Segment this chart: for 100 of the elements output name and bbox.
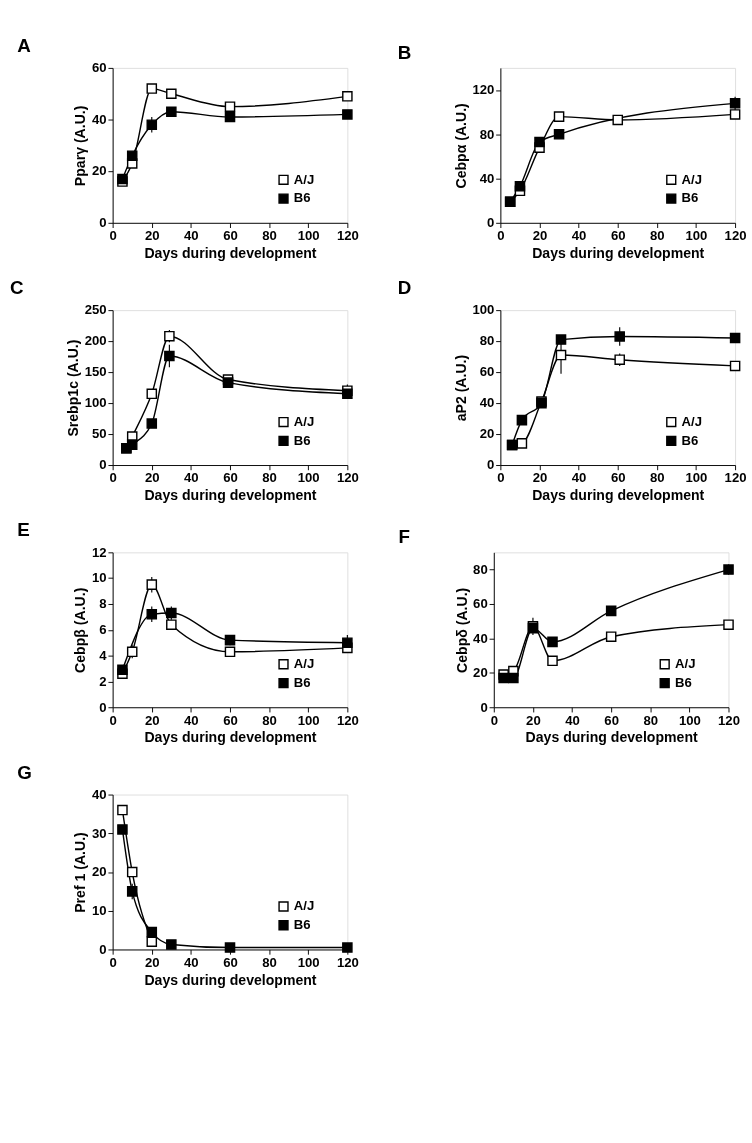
x-tick-label: 60 bbox=[223, 712, 238, 728]
legend-label: B6 bbox=[681, 190, 699, 206]
y-tick-label: 30 bbox=[91, 825, 107, 841]
x-axis-title: Days during development bbox=[525, 729, 698, 746]
x-tick-label: 20 bbox=[526, 712, 541, 728]
x-tick-label: 100 bbox=[297, 712, 320, 728]
y-tick-label: 100 bbox=[472, 302, 495, 318]
y-tick-label: 40 bbox=[91, 111, 107, 127]
legend-label: A/J bbox=[681, 171, 703, 187]
x-tick-label: 120 bbox=[724, 228, 747, 244]
x-tick-label: 20 bbox=[144, 228, 160, 244]
legend-label: A/J bbox=[293, 171, 315, 187]
legend-label: A/J bbox=[293, 413, 315, 429]
y-tick-label: 8 bbox=[99, 596, 107, 612]
chart-title: B bbox=[397, 41, 412, 63]
chart-title: C bbox=[9, 277, 24, 299]
y-tick-label: 50 bbox=[91, 426, 107, 442]
x-tick-label: 40 bbox=[184, 228, 199, 244]
y-tick-label: 40 bbox=[473, 630, 488, 646]
x-tick-label: 80 bbox=[262, 228, 277, 244]
x-axis-title: Days during development bbox=[144, 487, 317, 504]
x-tick-label: 100 bbox=[297, 954, 320, 970]
x-tick-label: 20 bbox=[144, 470, 160, 486]
chart-title: G bbox=[17, 761, 32, 783]
legend-label: B6 bbox=[681, 432, 699, 448]
y-tick-label: 60 bbox=[479, 364, 495, 380]
x-tick-label: 20 bbox=[144, 954, 160, 970]
x-tick-label: 60 bbox=[223, 228, 238, 244]
x-tick-label: 40 bbox=[184, 712, 199, 728]
x-tick-label: 80 bbox=[262, 954, 277, 970]
y-axis-title: Srebp1c (A.U.) bbox=[65, 339, 82, 437]
y-tick-label: 0 bbox=[486, 457, 495, 473]
x-axis-title: Days during development bbox=[532, 487, 705, 504]
legend-label: B6 bbox=[293, 674, 311, 690]
y-axis-title: Cebpα (A.U.) bbox=[452, 103, 469, 189]
legend-label: B6 bbox=[293, 917, 311, 933]
x-tick-label: 40 bbox=[571, 470, 587, 486]
y-axis-title: Pref 1 (A.U.) bbox=[72, 832, 89, 913]
y-tick-label: 12 bbox=[91, 544, 107, 560]
legend-label: A/J bbox=[293, 898, 315, 914]
y-tick-label: 6 bbox=[99, 622, 107, 638]
x-tick-label: 100 bbox=[297, 228, 320, 244]
x-tick-label: 120 bbox=[336, 954, 359, 970]
x-tick-label: 120 bbox=[724, 470, 747, 486]
y-axis-title: aP2 (A.U.) bbox=[452, 354, 469, 422]
x-axis-title: Days during development bbox=[144, 729, 317, 746]
y-tick-label: 120 bbox=[472, 82, 495, 98]
x-tick-label: 0 bbox=[109, 228, 117, 244]
x-axis-title: Days during development bbox=[144, 971, 317, 988]
x-tick-label: 60 bbox=[223, 470, 238, 486]
chart-title: D bbox=[397, 277, 412, 299]
x-tick-label: 40 bbox=[184, 470, 199, 486]
x-tick-label: 80 bbox=[262, 712, 277, 728]
chart-title: F bbox=[398, 525, 410, 547]
chart-title: E bbox=[17, 519, 30, 541]
y-tick-label: 100 bbox=[84, 395, 107, 411]
y-tick-label: 0 bbox=[99, 941, 107, 957]
y-tick-label: 0 bbox=[486, 215, 495, 231]
x-tick-label: 80 bbox=[650, 470, 665, 486]
x-tick-label: 80 bbox=[262, 470, 277, 486]
legend-label: B6 bbox=[293, 432, 311, 448]
x-tick-label: 60 bbox=[604, 712, 619, 728]
legend-label: A/J bbox=[293, 656, 315, 672]
x-tick-label: 60 bbox=[223, 954, 238, 970]
x-tick-label: 40 bbox=[565, 712, 580, 728]
x-tick-label: 100 bbox=[678, 712, 701, 728]
x-tick-label: 60 bbox=[610, 470, 626, 486]
y-tick-label: 0 bbox=[99, 215, 107, 231]
y-tick-label: 40 bbox=[479, 395, 495, 411]
legend-label: B6 bbox=[293, 190, 311, 206]
legend-label: A/J bbox=[675, 656, 696, 672]
y-axis-title: Cebpβ (A.U.) bbox=[72, 587, 89, 673]
y-tick-label: 80 bbox=[479, 126, 495, 142]
y-tick-label: 2 bbox=[99, 673, 107, 689]
y-tick-label: 60 bbox=[473, 596, 488, 612]
x-tick-label: 80 bbox=[650, 228, 665, 244]
y-tick-label: 10 bbox=[91, 902, 107, 918]
y-axis-title: Cebpδ (A.U.) bbox=[453, 587, 470, 673]
y-tick-label: 0 bbox=[99, 457, 107, 473]
x-axis-title: Days during development bbox=[532, 245, 705, 262]
x-tick-label: 0 bbox=[497, 228, 505, 244]
x-tick-label: 120 bbox=[336, 470, 359, 486]
x-tick-label: 120 bbox=[718, 712, 740, 728]
y-tick-label: 20 bbox=[473, 665, 488, 681]
y-tick-label: 20 bbox=[91, 163, 107, 179]
x-tick-label: 120 bbox=[336, 712, 359, 728]
y-axis-title: Pparγ (A.U.) bbox=[72, 105, 89, 187]
x-tick-label: 40 bbox=[184, 954, 199, 970]
x-tick-label: 40 bbox=[571, 228, 587, 244]
y-tick-label: 250 bbox=[84, 302, 107, 318]
y-tick-label: 200 bbox=[84, 333, 107, 349]
x-tick-label: 0 bbox=[109, 470, 117, 486]
y-tick-label: 10 bbox=[91, 570, 107, 586]
x-tick-label: 0 bbox=[497, 470, 505, 486]
y-tick-label: 80 bbox=[479, 333, 495, 349]
x-tick-label: 0 bbox=[109, 712, 117, 728]
x-tick-label: 20 bbox=[532, 470, 548, 486]
y-tick-label: 80 bbox=[473, 561, 488, 577]
x-tick-label: 100 bbox=[685, 470, 708, 486]
x-tick-label: 60 bbox=[610, 228, 626, 244]
